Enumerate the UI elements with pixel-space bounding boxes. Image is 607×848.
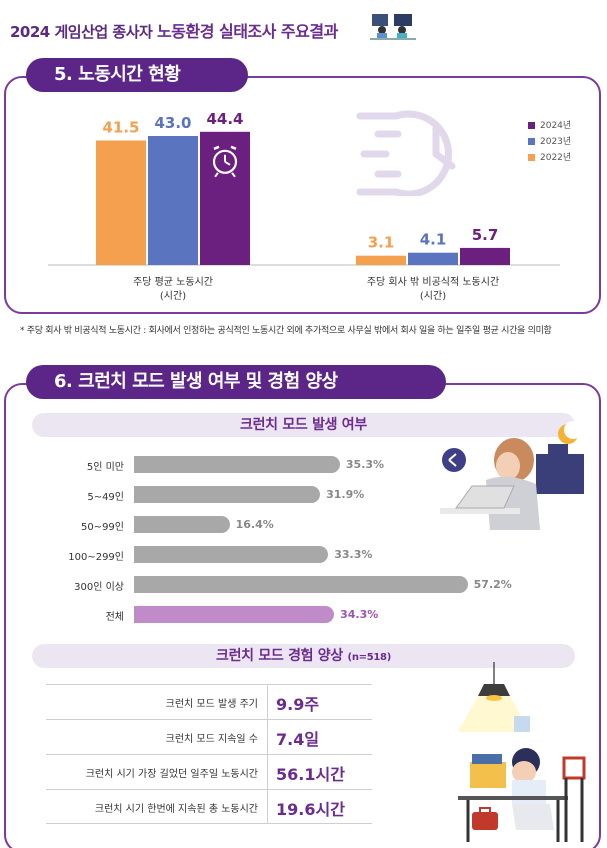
- category-label: (시간): [160, 290, 186, 302]
- bar-value-label: 3.1: [368, 234, 395, 252]
- bar-category-label: 전체: [105, 612, 124, 623]
- occurrence-bar: [134, 606, 335, 623]
- bar-category-label: 300인 이상: [74, 582, 124, 593]
- legend-item: 2022년: [528, 150, 571, 166]
- crunch-worker-illustration: [458, 662, 586, 842]
- bar-value-label: 16.4%: [235, 518, 274, 531]
- row-value: 56.1시간: [276, 765, 345, 784]
- row-value: 7.4일: [276, 730, 320, 749]
- weekly-hours-chart: 41.5 43.0 44.4 주당 평균 노동시간 (시간) 3.1 4.1 5.7 주당 회사…: [48, 110, 560, 302]
- workers-illustration: [370, 14, 416, 40]
- page-header: 2024 게임산업 종사자 노동환경 실태조사 주요결과: [0, 0, 607, 56]
- bar-value-label: 33.3%: [334, 548, 373, 561]
- bar-2022년-0: [96, 140, 146, 265]
- occurrence-bar: [134, 546, 329, 563]
- footnote: * 주당 회사 밖 비공식적 노동시간 : 회사에서 인정하는 공식적인 노동시…: [20, 326, 552, 336]
- category-label: 주당 회사 밖 비공식적 노동시간: [367, 276, 499, 288]
- occurrence-bar: [134, 486, 321, 503]
- occurrence-subheading: 크런치 모드 발생 여부: [32, 413, 575, 437]
- bar-value-label: 31.9%: [326, 488, 365, 501]
- bar-category-label: 5~49인: [87, 492, 124, 503]
- legend-item: 2023년: [528, 134, 571, 150]
- bar-value-label: 4.1: [420, 231, 447, 249]
- bar-value-label: 57.2%: [473, 578, 512, 591]
- clock-watermark-icon: [356, 110, 456, 196]
- bar-2022년-1: [356, 255, 406, 265]
- bar-value-label: 44.4: [206, 110, 243, 128]
- legend-swatch: [528, 122, 535, 129]
- row-label: 크런치 시기 가장 길었던 일주일 노동시간: [85, 769, 258, 780]
- occurrence-bar: [134, 576, 468, 593]
- bar-2023년-1: [408, 252, 458, 265]
- bar-category-label: 100~299인: [68, 552, 124, 563]
- legend-label: 2024년: [540, 121, 572, 131]
- category-label: (시간): [420, 290, 446, 302]
- page-title-part2: 노동환경 실태조사 주요결과: [157, 22, 338, 41]
- bar-category-label: 50~99인: [80, 522, 124, 533]
- bar-category-label: 5인 미만: [86, 462, 124, 473]
- bar-2023년-0: [148, 136, 198, 265]
- bar-value-label: 35.3%: [345, 458, 385, 471]
- category-label: 주당 평균 노동시간: [133, 276, 213, 288]
- row-divider: [267, 720, 268, 754]
- bar-2024년-1: [460, 247, 510, 265]
- tired-worker-illustration: [440, 421, 584, 530]
- experience-subheading: 크런치 모드 경험 양상 (n=518): [32, 644, 575, 668]
- row-value: 9.9주: [276, 695, 320, 714]
- bar-value-label: 34.3%: [340, 608, 379, 621]
- page-title-part1: 2024 게임산업 종사자: [10, 23, 153, 41]
- experience-subheading-title: 크런치 모드 경험 양상: [216, 648, 343, 664]
- row-divider: [267, 685, 268, 719]
- occurrence-bar: [134, 456, 340, 473]
- table-row: 크런치 모드 발생 주기 9.9주: [46, 684, 372, 719]
- bar-value-label: 5.7: [472, 226, 499, 244]
- table-row: 크런치 모드 지속일 수 7.4일: [46, 719, 372, 754]
- row-label: 크런치 모드 지속일 수: [165, 734, 258, 745]
- row-divider: [267, 790, 268, 824]
- table-row: 크런치 시기 가장 길었던 일주일 노동시간 56.1시간: [46, 754, 372, 789]
- occurrence-bar: [134, 516, 230, 533]
- table-row: 크런치 시기 한번에 지속된 총 노동시간 19.6시간: [46, 789, 372, 824]
- legend-label: 2023년: [540, 137, 572, 147]
- legend-label: 2022년: [540, 153, 572, 163]
- row-value: 19.6시간: [276, 800, 345, 819]
- bar-2024년-0: [200, 131, 250, 265]
- alarm-clock-icon: [212, 145, 238, 178]
- row-divider: [267, 755, 268, 789]
- row-label: 크런치 시기 한번에 지속된 총 노동시간: [94, 804, 258, 815]
- section6-title: 6. 크런치 모드 발생 여부 및 경험 양상: [26, 365, 446, 399]
- legend-swatch: [528, 154, 535, 161]
- section5-title: 5. 노동시간 현황: [26, 58, 248, 92]
- row-label: 크런치 모드 발생 주기: [165, 699, 258, 710]
- legend-swatch: [528, 138, 535, 145]
- legend-item: 2024년: [528, 118, 571, 134]
- experience-sample-size: (n=518): [347, 652, 392, 663]
- page-title: 2024 게임산업 종사자 노동환경 실태조사 주요결과: [10, 18, 338, 42]
- bar-value-label: 43.0: [154, 114, 191, 132]
- chart-legend: 2024년 2023년 2022년: [528, 118, 571, 166]
- bar-value-label: 41.5: [102, 119, 139, 137]
